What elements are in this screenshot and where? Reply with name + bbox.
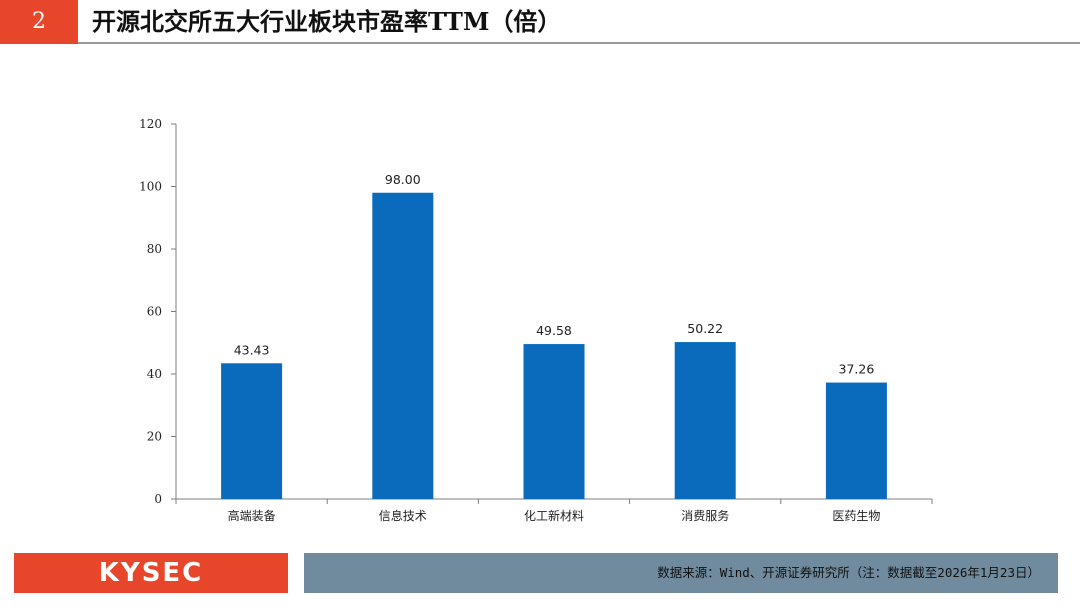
bar — [372, 192, 434, 499]
kysec-logo: KYSEC — [14, 553, 288, 593]
footer-bar: 数据来源：Wind、开源证券研究所（注：数据截至2026年1月23日） — [304, 553, 1058, 593]
category-label: 消费服务 — [681, 508, 729, 523]
y-tick-label: 100 — [139, 180, 162, 194]
y-tick-label: 80 — [147, 242, 162, 256]
y-tick-label: 20 — [147, 430, 162, 444]
y-tick-label: 120 — [139, 117, 162, 131]
header-divider — [78, 42, 1080, 44]
data-label: 37.26 — [839, 362, 875, 377]
data-label: 98.00 — [385, 172, 421, 187]
bar — [221, 363, 283, 499]
data-label: 50.22 — [687, 321, 723, 336]
y-tick-label: 60 — [147, 305, 162, 319]
page-title: 开源北交所五大行业板块市盈率TTM（倍） — [92, 7, 562, 36]
bar — [674, 342, 736, 499]
data-label: 49.58 — [536, 323, 572, 338]
category-label: 信息技术 — [379, 508, 427, 523]
y-tick-label: 40 — [147, 367, 162, 381]
bar — [825, 382, 887, 499]
category-label: 化工新材料 — [524, 508, 584, 523]
category-label: 医药生物 — [832, 509, 880, 523]
slide-number-badge: 2 — [0, 0, 78, 44]
y-tick-label: 0 — [154, 492, 162, 506]
category-label: 高端装备 — [228, 508, 276, 523]
data-source-note: 数据来源：Wind、开源证券研究所（注：数据截至2026年1月23日） — [657, 565, 1040, 580]
data-label: 43.43 — [234, 342, 270, 357]
bar — [523, 344, 585, 499]
